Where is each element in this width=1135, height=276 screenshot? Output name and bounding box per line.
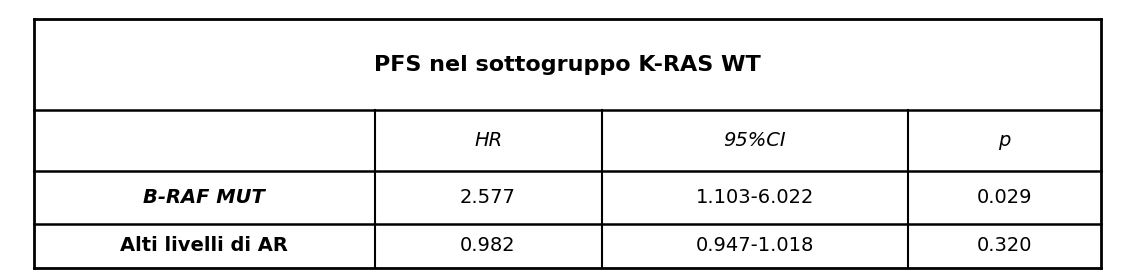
Text: 0.320: 0.320 xyxy=(977,236,1032,255)
Text: PFS nel sottogruppo K-RAS WT: PFS nel sottogruppo K-RAS WT xyxy=(375,55,760,75)
Text: Alti livelli di AR: Alti livelli di AR xyxy=(120,236,288,255)
Text: 1.103-6.022: 1.103-6.022 xyxy=(696,188,814,207)
Text: 0.982: 0.982 xyxy=(460,236,516,255)
Text: B-RAF MUT: B-RAF MUT xyxy=(143,188,266,207)
Text: HR: HR xyxy=(474,131,502,150)
Text: 0.029: 0.029 xyxy=(977,188,1032,207)
Text: 0.947-1.018: 0.947-1.018 xyxy=(696,236,814,255)
Text: p: p xyxy=(999,131,1010,150)
Text: 95%CI: 95%CI xyxy=(723,131,787,150)
Text: 2.577: 2.577 xyxy=(460,188,516,207)
